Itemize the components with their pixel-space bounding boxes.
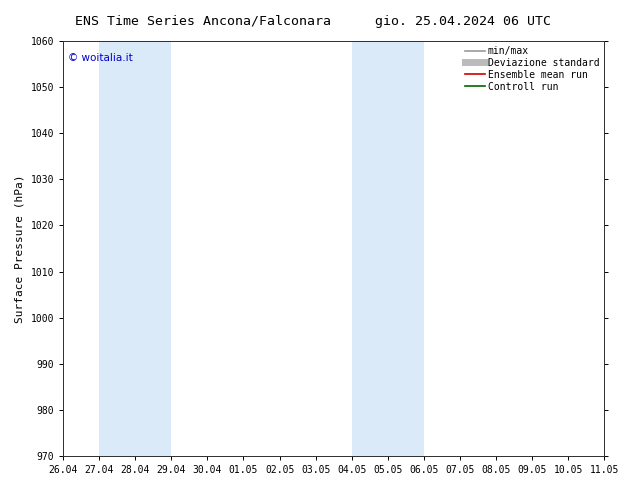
Bar — [352, 41, 424, 456]
Text: ENS Time Series Ancona/Falconara: ENS Time Series Ancona/Falconara — [75, 15, 331, 28]
Legend: min/max, Deviazione standard, Ensemble mean run, Controll run: min/max, Deviazione standard, Ensemble m… — [463, 43, 602, 95]
Text: © woitalia.it: © woitalia.it — [68, 53, 133, 64]
Text: gio. 25.04.2024 06 UTC: gio. 25.04.2024 06 UTC — [375, 15, 551, 28]
Y-axis label: Surface Pressure (hPa): Surface Pressure (hPa) — [15, 174, 25, 323]
Bar — [99, 41, 171, 456]
